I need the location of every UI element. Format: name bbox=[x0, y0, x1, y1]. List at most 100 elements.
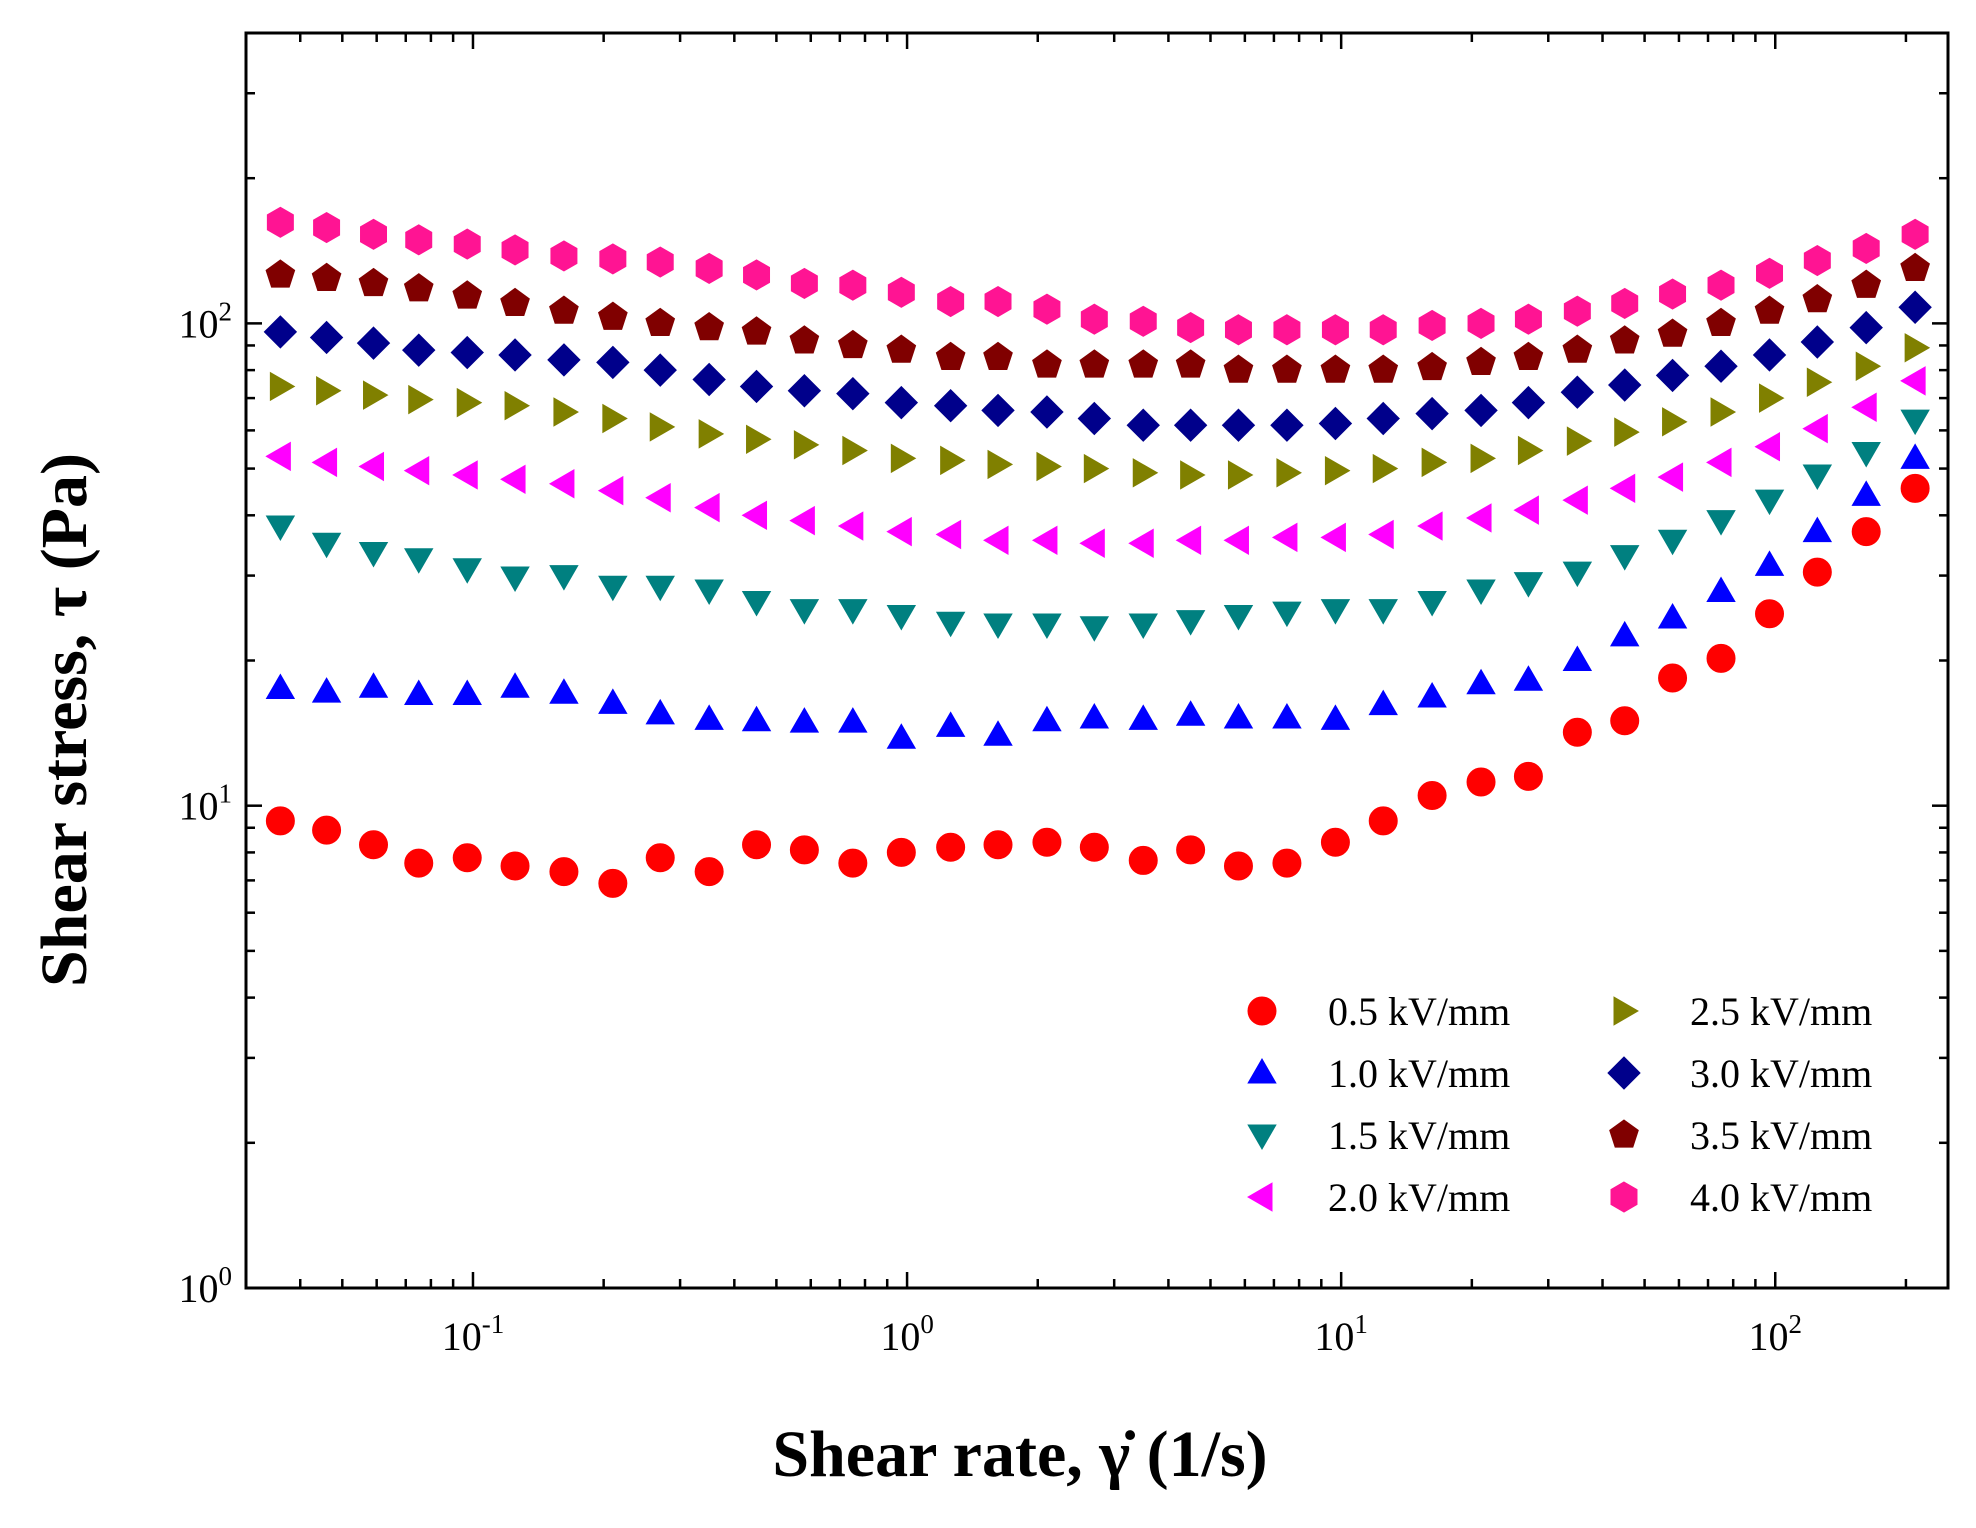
data-series bbox=[263, 206, 1932, 898]
data-point bbox=[746, 424, 772, 455]
data-point bbox=[1706, 643, 1736, 673]
data-point bbox=[358, 672, 389, 698]
data-point bbox=[936, 832, 966, 862]
x-tick-base: 10 bbox=[880, 1314, 920, 1359]
data-point bbox=[1659, 278, 1687, 310]
data-point bbox=[311, 677, 342, 703]
data-point bbox=[1759, 383, 1785, 413]
x-axis-title: Shear rate, γ̇ (1/s) bbox=[772, 1418, 1267, 1491]
data-point bbox=[1227, 460, 1254, 490]
data-point bbox=[1802, 464, 1833, 490]
series-2-0-kv-mm bbox=[265, 366, 1926, 559]
data-point bbox=[1175, 525, 1202, 556]
data-point bbox=[1032, 705, 1062, 732]
data-point bbox=[838, 707, 868, 733]
data-point bbox=[1609, 473, 1636, 504]
x-tick-exponent: 1 bbox=[1354, 1309, 1368, 1339]
data-point bbox=[1755, 599, 1785, 629]
data-point bbox=[1851, 441, 1881, 468]
data-point bbox=[1614, 417, 1640, 447]
data-point bbox=[1513, 572, 1544, 598]
data-point bbox=[1752, 338, 1787, 372]
data-point bbox=[548, 469, 575, 499]
legend-item: 3.0 kV/mm bbox=[1607, 1051, 1872, 1096]
data-point bbox=[983, 525, 1009, 556]
data-point bbox=[935, 611, 966, 638]
data-point bbox=[358, 451, 385, 482]
data-point bbox=[1470, 443, 1497, 474]
legend-label: 0.5 kV/mm bbox=[1328, 989, 1510, 1034]
data-point bbox=[937, 285, 965, 318]
data-point bbox=[789, 599, 820, 625]
legend: 0.5 kV/mm 1.0 kV/mm 1.5 kV/mm 2.0 kV/mm 2.5 … bbox=[1247, 989, 1872, 1220]
data-point bbox=[1466, 668, 1496, 695]
data-point bbox=[1855, 351, 1882, 381]
legend-item: 4.0 kV/mm bbox=[1610, 1175, 1872, 1220]
data-point bbox=[1128, 613, 1158, 640]
data-point bbox=[1513, 761, 1543, 791]
data-point bbox=[1466, 767, 1496, 797]
data-point bbox=[549, 295, 579, 324]
x-tick-exponent: 0 bbox=[920, 1309, 934, 1339]
data-point bbox=[402, 333, 436, 367]
data-point bbox=[1036, 451, 1062, 482]
series-4-0-kv-mm bbox=[266, 206, 1929, 346]
data-point bbox=[933, 389, 968, 423]
data-point bbox=[1320, 354, 1351, 383]
series-0-5-kv-mm bbox=[265, 473, 1930, 898]
data-point bbox=[263, 315, 298, 349]
x-axis: 10-1 100 101 102 bbox=[244, 33, 1908, 1359]
data-point bbox=[549, 678, 579, 704]
data-point bbox=[1610, 706, 1640, 736]
data-point bbox=[741, 316, 772, 345]
data-point bbox=[359, 830, 389, 860]
data-point bbox=[789, 707, 820, 733]
legend-marker bbox=[1607, 1056, 1641, 1090]
data-point bbox=[1324, 455, 1351, 486]
data-point bbox=[1175, 700, 1206, 726]
data-point bbox=[1898, 290, 1932, 324]
data-point bbox=[311, 262, 342, 291]
legend-marker bbox=[1247, 1058, 1277, 1084]
data-point bbox=[1271, 522, 1298, 553]
data-point bbox=[450, 335, 484, 370]
data-point bbox=[837, 511, 864, 541]
data-point bbox=[1415, 396, 1449, 431]
data-point bbox=[1032, 827, 1062, 857]
data-point bbox=[1129, 305, 1157, 337]
data-point bbox=[1417, 511, 1443, 541]
data-point bbox=[886, 604, 917, 631]
data-point bbox=[1657, 318, 1688, 347]
data-point bbox=[739, 369, 774, 404]
data-point bbox=[1173, 408, 1208, 442]
data-point bbox=[602, 403, 628, 434]
legend-label: 4.0 kV/mm bbox=[1690, 1175, 1872, 1220]
x-tick-base: 10 bbox=[1749, 1314, 1789, 1359]
data-point bbox=[1900, 409, 1930, 436]
data-point bbox=[1513, 665, 1544, 691]
series-1-5-kv-mm bbox=[265, 409, 1930, 642]
data-point bbox=[983, 720, 1013, 746]
data-point bbox=[1754, 489, 1785, 516]
data-point bbox=[1514, 303, 1542, 335]
data-point bbox=[837, 329, 868, 359]
data-point bbox=[983, 341, 1013, 371]
data-point bbox=[1562, 717, 1592, 747]
data-point bbox=[1223, 702, 1254, 729]
data-point bbox=[266, 206, 294, 238]
data-point bbox=[596, 345, 630, 380]
legend-item: 2.0 kV/mm bbox=[1247, 1175, 1510, 1220]
data-point bbox=[742, 830, 772, 860]
data-point bbox=[1032, 613, 1062, 640]
data-point bbox=[1368, 689, 1398, 716]
data-point bbox=[839, 269, 867, 301]
data-point bbox=[1657, 462, 1684, 492]
plot-frame bbox=[244, 31, 1950, 1290]
data-point bbox=[1418, 309, 1446, 342]
data-point bbox=[1851, 392, 1877, 422]
data-point bbox=[1079, 616, 1110, 642]
data-point bbox=[598, 868, 628, 898]
legend-marker bbox=[1610, 1181, 1638, 1213]
data-point bbox=[1851, 480, 1881, 506]
